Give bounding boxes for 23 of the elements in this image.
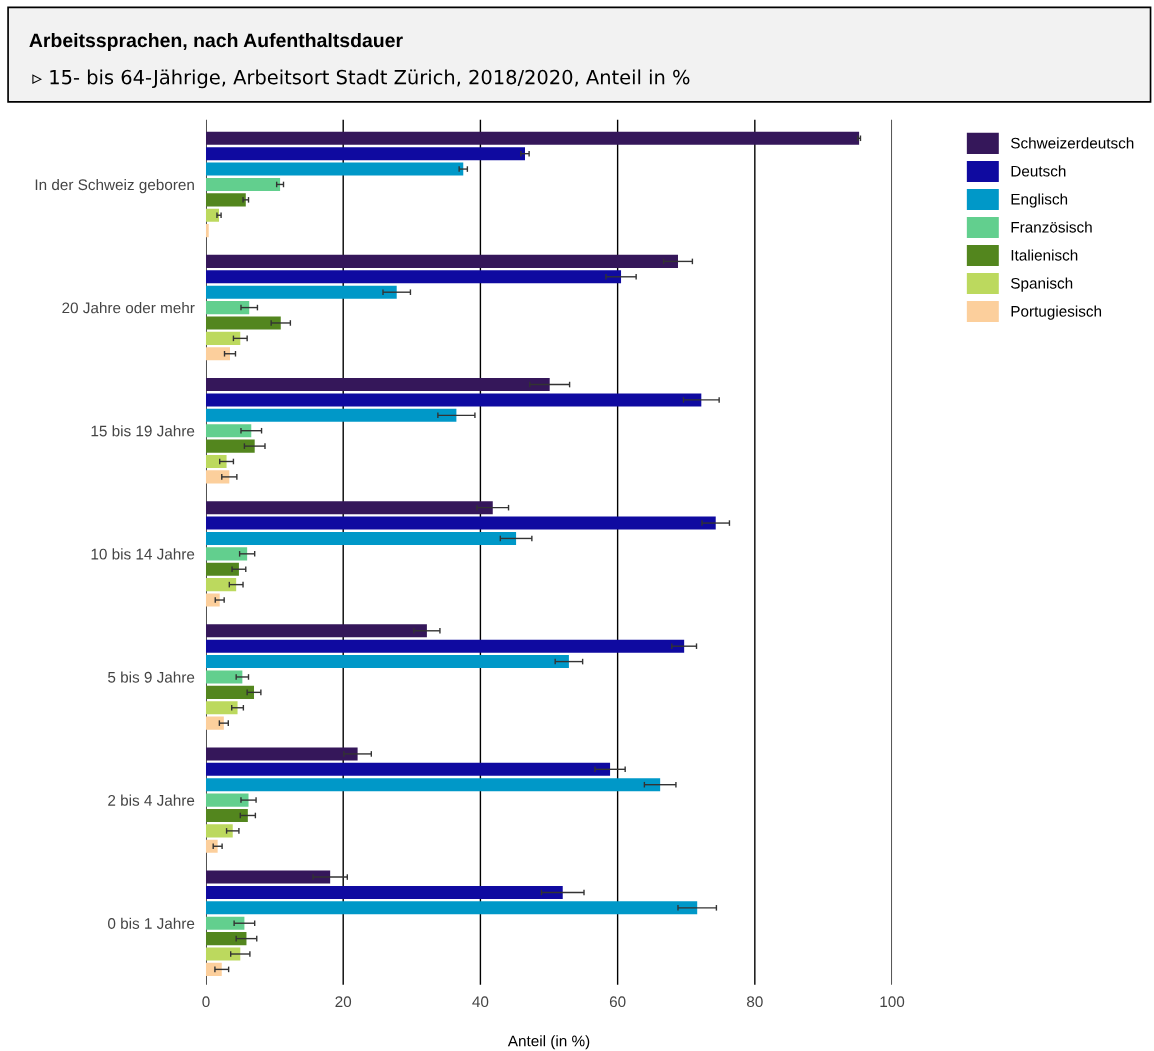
y-tick-label: 15 bis 19 Jahre	[91, 425, 195, 437]
x-tick-label: 0	[202, 996, 210, 1008]
legend-label: Italienisch	[1011, 249, 1078, 261]
x-axis-title: Anteil (in %)	[507, 1035, 590, 1050]
y-tick-label: 10 bis 14 Jahre	[91, 548, 195, 560]
x-tick-label: 20	[335, 996, 352, 1008]
legend-label: Deutsch	[1011, 165, 1066, 177]
x-tick-label: 80	[747, 996, 763, 1008]
x-tick-label: 60	[609, 996, 626, 1008]
legend-label: Spanisch	[1011, 277, 1073, 292]
x-tick-label: 100	[880, 996, 905, 1008]
legend-label: Französisch	[1011, 221, 1092, 233]
chart-title: Arbeitssprachen, nach Aufenthaltsdauer	[29, 32, 403, 52]
chart-subtitle: ▹ 15- bis 64-Jährige, Arbeitsort Stadt Zürich, 2018/2020, Anteil in %	[32, 69, 690, 89]
legend-label: Schweizerdeutsch	[1011, 137, 1134, 149]
y-tick-label: 2 bis 4 Jahre	[108, 794, 195, 806]
legend-label: Portugiesisch	[1011, 305, 1102, 320]
y-tick-label: 5 bis 9 Jahre	[108, 671, 195, 683]
y-tick-label: 20 Jahre oder mehr	[62, 302, 195, 314]
y-tick-label: 0 bis 1 Jahre	[108, 917, 195, 929]
x-tick-label: 40	[472, 996, 489, 1008]
y-tick-label: In der Schweiz geboren	[35, 178, 194, 194]
legend-label: Englisch	[1011, 193, 1068, 208]
